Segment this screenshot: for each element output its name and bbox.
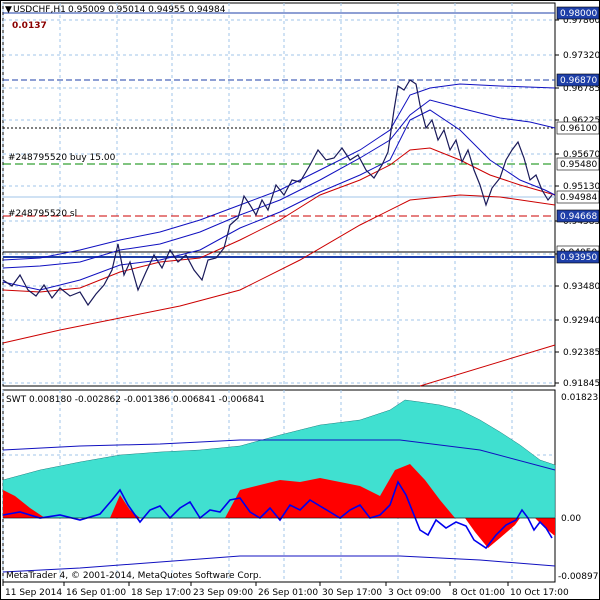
chart-header: ▼ USDCHF,H1 0.95009 0.95014 0.94955 0.94… (5, 5, 226, 31)
trend-line-red (419, 344, 556, 387)
price-tick-label: 0.97320 (563, 51, 600, 61)
ohlc-values: 0.95009 0.95014 0.94955 0.94984 (68, 5, 226, 15)
time-axis: 11 Sep 2014 16 Sep 01:00 18 Sep 17:00 23 Se… (2, 582, 569, 598)
price-markers: 0.98000 0.96870 0.96100 0.95480 0.94984 0.946… (556, 6, 600, 264)
lower-band-line (2, 109, 556, 291)
price-marker-text: 0.95480 (560, 160, 597, 170)
price-marker: 0.95480 (556, 157, 600, 171)
swt-red-above (3, 464, 455, 518)
time-tick-label: 18 Sep 17:00 (131, 588, 191, 598)
copyright-label: MetaTrader 4, © 2001-2014, MetaQuotes So… (6, 571, 262, 581)
buy-order-label: #248795520 buy 15.00 (8, 153, 116, 163)
price-tick-label: 0.93480 (563, 282, 600, 292)
stop-loss-label: #248795520 sl (8, 209, 77, 219)
price-marker: 0.96100 (556, 121, 600, 135)
swt-histogram (2, 399, 556, 573)
time-tick-label: 3 Oct 09:00 (388, 588, 441, 598)
price-marker: 0.94668 (556, 209, 600, 223)
price-marker: 0.93950 (556, 250, 600, 264)
price-marker: 0.94984 (556, 190, 600, 204)
close-price-line (2, 79, 553, 307)
price-tick-label: 0.92385 (563, 348, 600, 358)
swt-tick-top: 0.01823 (561, 393, 598, 403)
swt-upper-envelope (2, 439, 556, 471)
price-marker: 0.98000 (556, 6, 600, 20)
price-marker-text: 0.98000 (560, 9, 597, 19)
price-marker-text: 0.96870 (560, 76, 597, 86)
price-tick-label: 0.92940 (563, 316, 600, 326)
time-tick-label: 26 Sep 01:00 (258, 588, 318, 598)
menu-triangle-icon: ▼ (5, 5, 12, 15)
price-tick-label: 0.96785 (563, 84, 600, 94)
price-tick-label: 0.95670 (563, 150, 600, 160)
symbol-label: USDCHF,H1 (13, 5, 66, 15)
upper-band-line (2, 83, 556, 261)
swt-signal-line (2, 480, 553, 550)
swt-red-below (465, 518, 555, 548)
price-marker: 0.96870 (556, 73, 600, 87)
price-tick-label: 0.95130 (563, 182, 600, 192)
medium-ma-line (2, 147, 556, 293)
time-tick-label: 8 Oct 01:00 (452, 588, 505, 598)
price-tick-label: 0.96225 (563, 116, 600, 126)
long-ma-line (2, 194, 556, 344)
swt-tick-bottom: -0.008972 (558, 572, 600, 582)
price-marker-text: 0.94668 (560, 212, 597, 222)
time-tick-label: 11 Sep 2014 (5, 588, 62, 598)
price-series (2, 79, 556, 387)
swt-lower-envelope (2, 555, 556, 573)
indicator-value: 0.0137 (12, 21, 47, 31)
price-marker-text: 0.96100 (560, 124, 597, 134)
time-tick-label: 16 Sep 01:00 (66, 588, 126, 598)
price-marker-text: 0.93950 (560, 253, 597, 263)
time-tick-label: 30 Sep 17:00 (322, 588, 382, 598)
level-lines (3, 12, 555, 258)
price-tick-label: 0.97860 (563, 16, 600, 26)
swt-title: SWT 0.008180 -0.002862 -0.001386 0.00684… (6, 395, 265, 405)
mid-band-line (2, 99, 556, 269)
price-tick-label: 0.91845 (563, 379, 600, 389)
price-pane[interactable] (2, 2, 556, 387)
swt-tick-zero: 0.00 (561, 514, 581, 524)
time-tick-label: 10 Oct 17:00 (510, 588, 569, 598)
price-marker-text: 0.94984 (560, 193, 597, 203)
time-tick-label: 23 Sep 09:00 (193, 588, 253, 598)
